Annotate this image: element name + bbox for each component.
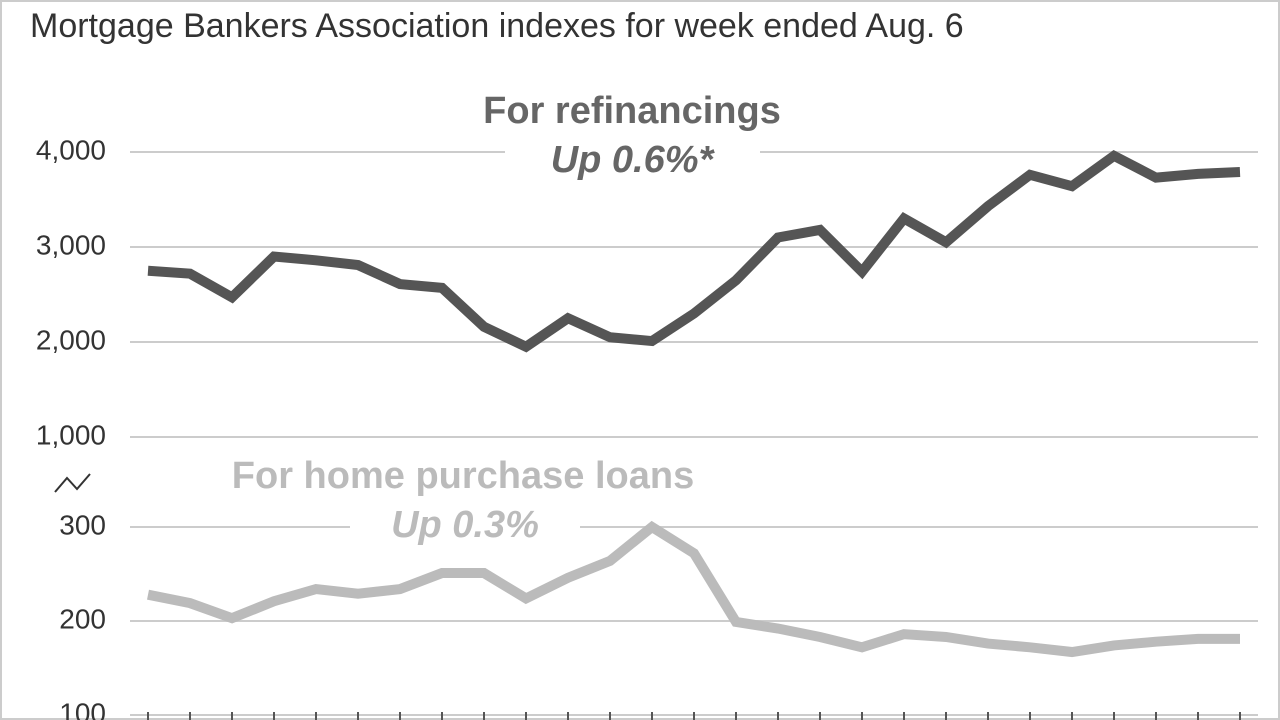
label-backdrop — [350, 512, 580, 552]
data-line — [147, 520, 1240, 658]
y-tick-label: 200 — [59, 603, 106, 634]
chart-title: Mortgage Bankers Association indexes for… — [30, 7, 964, 45]
data-line — [147, 149, 1241, 353]
y-tick-label: 300 — [59, 509, 106, 540]
y-tick-label: 100 — [59, 697, 106, 720]
series-label: For refinancings — [483, 90, 781, 132]
series-change: Up 0.6%* — [551, 139, 716, 181]
y-tick-label: 1,000 — [36, 419, 106, 450]
y-tick-label: 3,000 — [36, 229, 106, 260]
y-tick-label: 2,000 — [36, 324, 106, 355]
series-label: For home purchase loans — [232, 455, 694, 497]
grid: 1,000 2,000 3,000 4,000 100 200 300 — [36, 134, 1258, 720]
plot — [147, 149, 1241, 658]
label-backdrop — [505, 138, 760, 178]
y-tick-label: 4,000 — [36, 134, 106, 165]
axis-break — [54, 473, 91, 493]
series-change: Up 0.3% — [391, 504, 539, 546]
